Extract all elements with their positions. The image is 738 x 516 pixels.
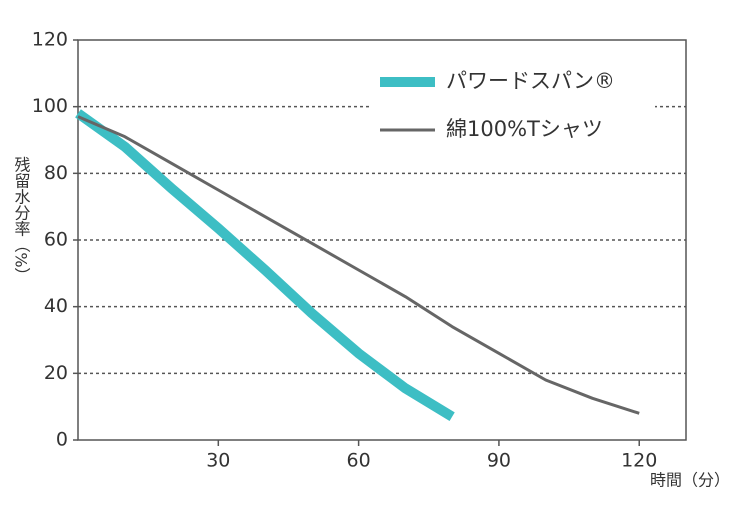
plot-frame <box>77 39 687 441</box>
legend-label: パワードスパン® <box>446 69 615 93</box>
data-line <box>77 115 640 415</box>
x-tick-label: 60 <box>347 450 371 472</box>
y-tick-label: 80 <box>44 162 68 184</box>
y-tick-label: 0 <box>56 429 68 451</box>
y-axis-label: 残留水分率（%） <box>12 156 31 283</box>
x-tick-label: 120 <box>621 450 657 472</box>
data-line <box>75 109 455 421</box>
y-tick-label: 60 <box>44 229 68 251</box>
y-tick-label: 40 <box>44 295 68 317</box>
y-tick-label: 100 <box>32 95 68 117</box>
y-tick-label: 120 <box>32 29 68 51</box>
x-tick-label: 90 <box>487 450 511 472</box>
x-tick-label: 30 <box>206 450 230 472</box>
x-axis-label: 時間（分） <box>650 471 730 490</box>
y-tick-label: 20 <box>44 362 68 384</box>
legend-label: 綿100%Tシャツ <box>446 117 603 141</box>
